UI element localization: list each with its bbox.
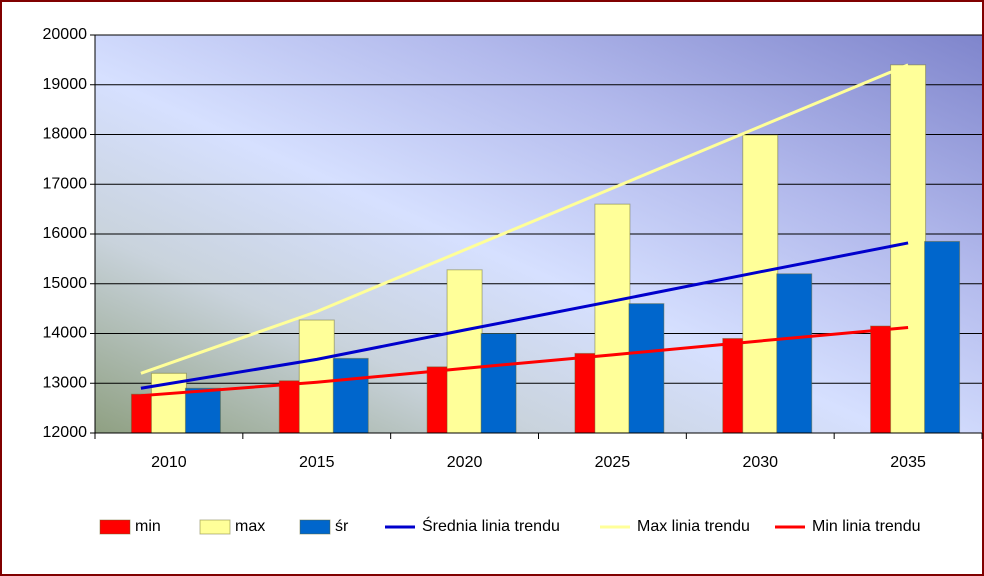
legend-label: Min linia trendu bbox=[812, 518, 921, 535]
bar bbox=[628, 303, 665, 434]
x-tick-label: 2025 bbox=[595, 454, 631, 471]
y-tick-label: 20000 bbox=[43, 26, 88, 43]
trend-line bbox=[140, 241, 909, 390]
bar bbox=[298, 319, 335, 434]
legend-swatch bbox=[99, 519, 131, 535]
trend-line bbox=[140, 63, 909, 375]
x-tick-label: 2020 bbox=[447, 454, 483, 471]
legend-label: min bbox=[135, 518, 161, 535]
legend-swatch bbox=[199, 519, 231, 535]
bar bbox=[742, 134, 779, 434]
legend-label: max bbox=[235, 518, 265, 535]
bar bbox=[184, 387, 221, 434]
bar bbox=[924, 240, 961, 434]
y-tick-label: 15000 bbox=[43, 275, 88, 292]
x-tick-label: 2010 bbox=[151, 454, 187, 471]
x-tick-label: 2015 bbox=[299, 454, 335, 471]
x-tick-label: 2035 bbox=[890, 454, 926, 471]
bar bbox=[446, 269, 483, 434]
y-tick-label: 17000 bbox=[43, 175, 88, 192]
y-tick-label: 16000 bbox=[43, 225, 88, 242]
x-tick-label: 2030 bbox=[742, 454, 778, 471]
trend-line bbox=[140, 326, 909, 398]
legend-label: Średnia linia trendu bbox=[422, 516, 560, 535]
y-tick-label: 13000 bbox=[43, 374, 88, 391]
bar bbox=[890, 64, 927, 434]
legend-label: śr bbox=[335, 518, 349, 535]
y-tick-label: 19000 bbox=[43, 76, 88, 93]
y-tick-label: 14000 bbox=[43, 325, 88, 342]
y-tick-label: 18000 bbox=[43, 126, 88, 143]
bar bbox=[332, 357, 369, 434]
bar bbox=[480, 333, 517, 434]
y-tick-label: 12000 bbox=[43, 424, 88, 441]
legend-swatch bbox=[299, 519, 331, 535]
bar bbox=[594, 203, 631, 434]
legend-label: Max linia trendu bbox=[637, 518, 750, 535]
bar bbox=[776, 273, 813, 434]
